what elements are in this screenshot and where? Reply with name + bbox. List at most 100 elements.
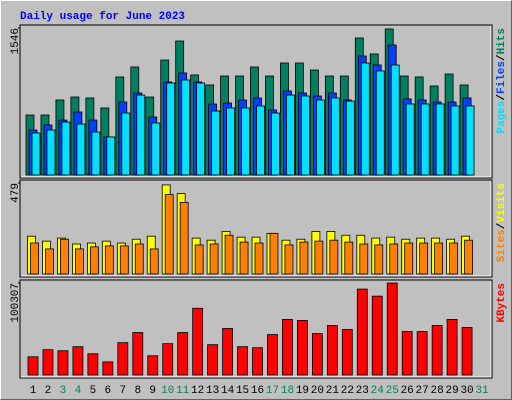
- x-tick-label: 5: [90, 385, 97, 397]
- legend-entry: Pages: [496, 101, 508, 134]
- bar: [237, 346, 248, 376]
- bar: [434, 242, 444, 275]
- bar: [132, 332, 144, 376]
- x-tick-label: 21: [326, 385, 340, 397]
- bar: [386, 282, 398, 376]
- bar: [30, 242, 39, 275]
- bar: [106, 136, 116, 176]
- x-tick-label: 16: [251, 385, 264, 397]
- x-tick-label: 29: [445, 385, 458, 397]
- bar: [464, 239, 473, 275]
- x-tick-label: 12: [191, 385, 204, 397]
- bar: [241, 107, 250, 176]
- x-tick-label: 11: [176, 385, 190, 397]
- legend-separator: /: [496, 94, 508, 101]
- bar: [209, 243, 219, 275]
- bar: [374, 244, 384, 275]
- x-tick-label: 10: [161, 385, 174, 397]
- bar: [419, 242, 429, 275]
- bar: [252, 347, 263, 376]
- bar: [181, 79, 191, 176]
- bar: [147, 355, 159, 376]
- bar: [269, 232, 279, 275]
- legend: Sites/Visits: [496, 183, 508, 262]
- x-tick-label: 25: [386, 385, 399, 397]
- bar: [360, 62, 370, 176]
- bar: [301, 95, 310, 176]
- legend-entry: Sites: [496, 229, 508, 262]
- bar: [207, 344, 219, 376]
- bar: [46, 129, 56, 176]
- x-tick-label: 26: [401, 385, 414, 397]
- plot-bevel: [21, 26, 492, 178]
- x-tick-label: 3: [60, 385, 67, 397]
- bar: [151, 122, 161, 176]
- bar: [375, 70, 385, 176]
- bar: [196, 82, 206, 176]
- plot-bevel: [21, 181, 492, 277]
- bar: [76, 123, 86, 176]
- bar: [119, 245, 129, 275]
- legend-separator: /: [496, 222, 508, 229]
- x-tick-label: 19: [296, 385, 309, 397]
- x-tick-label: 31: [475, 385, 489, 397]
- bar: [224, 234, 234, 275]
- bar: [192, 307, 204, 376]
- bar: [222, 328, 233, 376]
- chart-title: Daily usage for June 2023: [20, 11, 185, 23]
- x-tick-label: 17: [266, 385, 279, 397]
- bar: [194, 244, 204, 275]
- bar: [87, 353, 99, 376]
- bar: [267, 334, 278, 376]
- bar: [162, 343, 174, 376]
- bar: [435, 103, 445, 176]
- bar: [166, 82, 176, 176]
- bar: [356, 288, 368, 376]
- x-tick-label: 7: [120, 385, 127, 397]
- bar: [226, 107, 235, 176]
- bar: [134, 243, 144, 275]
- bar: [329, 239, 339, 275]
- x-tick-label: 20: [311, 385, 324, 397]
- bar: [256, 105, 265, 176]
- x-tick-label: 24: [371, 385, 385, 397]
- bar: [102, 361, 114, 376]
- bar: [401, 331, 413, 376]
- x-tick-label: 27: [416, 385, 429, 397]
- y-tick-label: 479: [10, 183, 22, 203]
- x-tick-label: 8: [134, 385, 141, 397]
- bar: [149, 248, 159, 275]
- bar: [286, 94, 295, 176]
- bar: [239, 241, 249, 275]
- bar: [341, 329, 353, 376]
- bar: [282, 318, 293, 376]
- x-tick-label: 23: [356, 385, 369, 397]
- x-tick-label: 4: [75, 385, 82, 397]
- bar: [271, 112, 280, 176]
- x-tick-label: 2: [45, 385, 52, 397]
- bar: [31, 132, 41, 176]
- x-tick-label: 15: [236, 385, 249, 397]
- legend: Pages/Files/Hits: [496, 28, 508, 134]
- bar: [60, 238, 69, 275]
- legend-entry: Files: [496, 61, 508, 94]
- bar: [254, 242, 264, 275]
- bar: [389, 243, 399, 275]
- bar: [89, 246, 99, 275]
- y-tick-label: 1546: [10, 28, 22, 54]
- bar: [450, 105, 460, 176]
- x-tick-label: 1: [30, 385, 37, 397]
- x-tick-label: 9: [149, 385, 156, 397]
- bar: [164, 194, 174, 275]
- bar: [446, 318, 458, 376]
- bar: [405, 103, 415, 176]
- bar: [461, 327, 473, 376]
- bar: [211, 110, 221, 176]
- bar: [42, 349, 54, 376]
- legend-entry: KBytes: [496, 283, 508, 323]
- bar: [104, 245, 114, 275]
- bar: [330, 97, 340, 176]
- plot-bevel: [21, 281, 492, 378]
- bar: [72, 346, 84, 376]
